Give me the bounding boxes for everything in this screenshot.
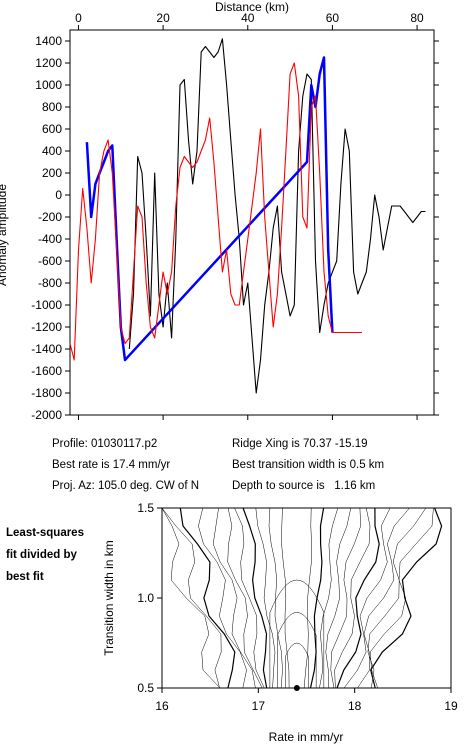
y-tick-label: -1200	[31, 320, 62, 334]
contour-line	[227, 507, 263, 689]
contour-line	[334, 507, 371, 689]
rate-tick-label: 16	[155, 699, 169, 713]
rate-tick-label: 17	[252, 699, 266, 713]
x-tick-label: 60	[326, 11, 340, 25]
x-tick-label: 80	[410, 11, 424, 25]
transition-width-axis-label: Transition width in km	[102, 540, 116, 656]
anomaly-plot-frame	[69, 29, 435, 416]
rate-axis-label: Rate in mm/yr	[269, 730, 344, 744]
width-tick-label: 1.0	[137, 591, 154, 605]
observed-anomaly-line	[128, 38, 426, 394]
ridge-crossing-text: Ridge Xing is 70.37 -15.19	[232, 438, 368, 450]
contour-line	[303, 507, 312, 689]
contour-line	[357, 507, 410, 689]
transition-width-text: Best transition width is 0.5 km	[232, 459, 385, 471]
misfit-axis-ticks: 16 17 18 19 0.5 1.0 1.5	[137, 501, 458, 713]
caption-line-2: fit divided by	[6, 549, 77, 561]
x-tick-label: 20	[156, 11, 170, 25]
y-tick-label: -600	[38, 254, 62, 268]
y-tick-label: -800	[38, 276, 62, 290]
x-tick-label: 40	[241, 11, 255, 25]
contour-line	[367, 507, 427, 689]
contour-line	[325, 507, 352, 689]
y-tick-label: -1800	[31, 386, 62, 400]
caption-line-1: Least-squares	[6, 527, 84, 539]
contour-line	[336, 507, 380, 689]
profile-text: Profile: 01030117.p2	[52, 438, 158, 450]
best-rate-text: Best rate is 17.4 mm/yr	[52, 459, 171, 471]
selected-segments-line	[85, 56, 334, 362]
model-anomaly-line	[69, 62, 362, 361]
contour-line	[281, 507, 290, 689]
width-tick-label: 1.5	[137, 501, 154, 515]
contour-line	[370, 507, 443, 689]
rate-tick-label: 19	[444, 699, 458, 713]
contour-line	[369, 507, 434, 689]
anomaly-series	[69, 38, 426, 394]
contour-line	[330, 507, 361, 689]
misfit-contours	[161, 507, 443, 691]
contour-line	[255, 507, 276, 689]
contour-line	[212, 507, 256, 689]
amplitude-axis-label: Anomaly amplitude	[0, 184, 9, 286]
y-tick-label: 0	[55, 188, 62, 202]
distance-axis-label: Distance (km)	[215, 0, 289, 14]
contour-line	[343, 507, 391, 689]
anomaly-axis-ticks: 0 20 40 60 80 1400 1200 1000 800 600 400 200 0 -200 -4…	[31, 11, 439, 422]
caption-line-3: best fit	[6, 571, 44, 583]
y-tick-label: -200	[38, 210, 62, 224]
y-tick-label: 800	[42, 100, 62, 114]
y-tick-label: -1600	[31, 364, 62, 378]
contour-caption: Least-squares fit divided by best fit	[6, 522, 116, 588]
contour-line	[179, 507, 236, 689]
contour-loop	[277, 612, 317, 688]
contour-line	[234, 507, 265, 689]
y-tick-label: -400	[38, 232, 62, 246]
contour-line	[161, 507, 222, 689]
contour-loop	[285, 642, 309, 688]
y-tick-label: -1000	[31, 298, 62, 312]
contour-line	[242, 507, 268, 689]
width-tick-label: 0.5	[137, 681, 154, 695]
contour-line	[319, 507, 339, 689]
projection-azimuth-text: Proj. Az: 105.0 deg. CW of N	[52, 480, 200, 492]
contour-line	[198, 507, 247, 689]
contour-line	[268, 507, 283, 689]
y-tick-label: 400	[42, 144, 62, 158]
y-tick-label: 1400	[35, 34, 62, 48]
y-tick-label: 200	[42, 166, 62, 180]
rate-tick-label: 18	[348, 699, 362, 713]
best-fit-point	[293, 685, 300, 691]
y-tick-label: -1400	[31, 342, 62, 356]
depth-to-source-text: Depth to source is 1.16 km	[232, 480, 376, 492]
y-tick-label: 1200	[35, 56, 62, 70]
y-tick-label: 600	[42, 122, 62, 136]
y-tick-label: -2000	[31, 408, 62, 422]
contour-line	[161, 507, 221, 689]
y-tick-label: 1000	[35, 78, 62, 92]
x-tick-label: 0	[75, 11, 82, 25]
